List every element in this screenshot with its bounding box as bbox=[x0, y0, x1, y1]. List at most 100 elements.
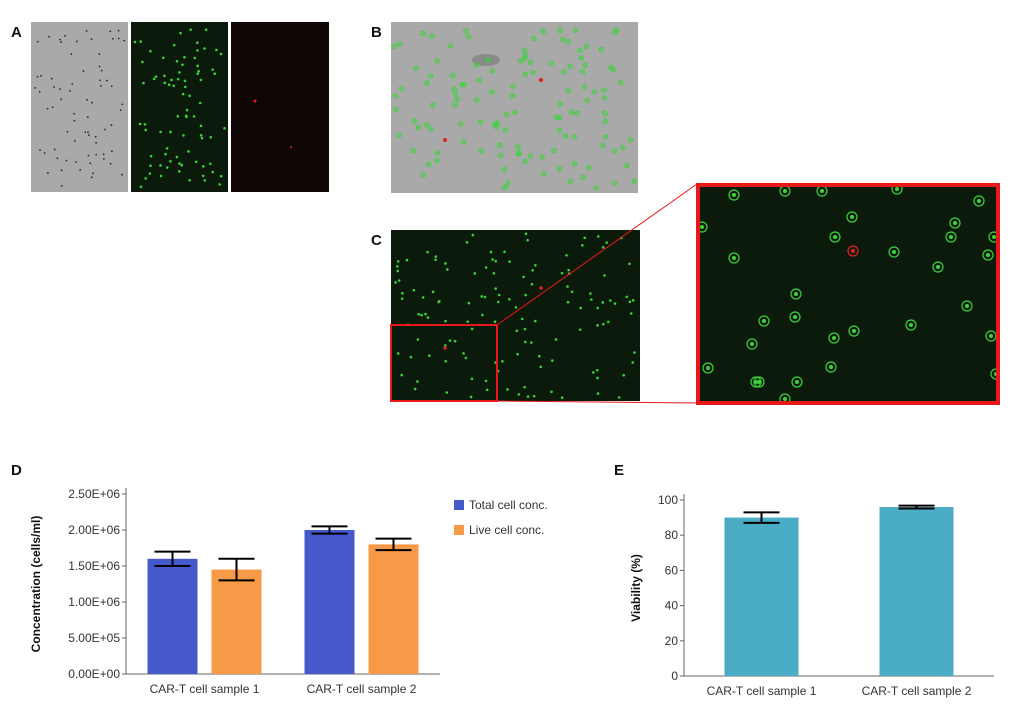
zoom-dead-cell-ring bbox=[847, 245, 859, 257]
cell-dot bbox=[533, 319, 537, 323]
y-axis-title: Concentration (cells/ml) bbox=[30, 516, 43, 653]
cell-dot bbox=[628, 300, 632, 304]
cell-dot bbox=[612, 69, 615, 71]
cell-dot bbox=[631, 178, 637, 184]
zoom-cell-core bbox=[783, 397, 787, 401]
cell-dot bbox=[508, 298, 511, 301]
cell-dot bbox=[557, 27, 563, 34]
cell-dot bbox=[219, 174, 223, 178]
cell-dot bbox=[565, 253, 568, 257]
cell-dot bbox=[436, 60, 438, 62]
cell-dot bbox=[469, 395, 473, 399]
cell-dot bbox=[524, 57, 526, 60]
cell-dot bbox=[570, 111, 573, 114]
cell-dot bbox=[514, 306, 518, 309]
zoom-cell-ring bbox=[825, 361, 837, 373]
cell-dot bbox=[456, 98, 459, 100]
cell-dot bbox=[572, 27, 579, 33]
cell-dot bbox=[405, 258, 409, 262]
cell-dot bbox=[558, 129, 561, 132]
legend-swatch bbox=[454, 525, 464, 535]
cell-dot bbox=[422, 32, 424, 35]
cell-dot bbox=[484, 266, 488, 269]
cell-dot bbox=[183, 79, 187, 83]
cell-dot bbox=[602, 322, 605, 326]
cell-dot bbox=[567, 63, 573, 70]
cell-dot bbox=[538, 354, 541, 358]
cell-dot bbox=[562, 133, 569, 139]
cell-dot bbox=[85, 30, 88, 32]
y-tick-label: 2.00E+06 bbox=[68, 523, 120, 537]
legend-label: Total cell conc. bbox=[469, 498, 548, 512]
cell-dot bbox=[102, 157, 105, 160]
cell-dot bbox=[163, 74, 166, 78]
cell-dot bbox=[506, 182, 509, 184]
cell-dot bbox=[496, 369, 500, 373]
cell-dot bbox=[578, 55, 585, 61]
zoom-cell-core bbox=[852, 329, 856, 333]
y-tick-label: 0 bbox=[671, 669, 678, 683]
cell-dot bbox=[193, 56, 197, 60]
cell-dot bbox=[531, 35, 537, 42]
cell-dot bbox=[596, 392, 600, 395]
cell-dot bbox=[34, 86, 36, 89]
cell-dot bbox=[526, 395, 530, 398]
cell-dot bbox=[523, 340, 527, 344]
cell-dot bbox=[571, 161, 578, 167]
cell-dot bbox=[613, 31, 616, 34]
bar bbox=[211, 569, 262, 674]
cell-dot bbox=[219, 52, 223, 56]
cell-dot bbox=[448, 339, 452, 342]
cell-dot bbox=[400, 297, 404, 300]
cell-dot bbox=[582, 176, 584, 179]
red-fluor-bg bbox=[231, 22, 329, 192]
cell-dot bbox=[569, 180, 571, 183]
cell-dot bbox=[532, 394, 536, 398]
cell-dot bbox=[398, 134, 400, 137]
cell-dot bbox=[169, 130, 172, 134]
cell-dot bbox=[51, 106, 54, 109]
cell-dot bbox=[476, 77, 482, 83]
cell-dot bbox=[562, 70, 565, 73]
cell-dot bbox=[496, 142, 503, 148]
cell-dot bbox=[165, 166, 169, 169]
cell-dot bbox=[39, 149, 41, 152]
cell-dot bbox=[464, 356, 468, 360]
cell-dot bbox=[73, 112, 76, 115]
cell-dot bbox=[397, 279, 401, 282]
cell-dot bbox=[413, 387, 417, 391]
cell-dot bbox=[608, 64, 614, 71]
cell-dot bbox=[71, 82, 74, 85]
zoom-cell-ring bbox=[846, 211, 858, 223]
cell-dot bbox=[601, 246, 605, 249]
cell-dot bbox=[522, 52, 528, 58]
cell-dot bbox=[470, 377, 474, 381]
cell-dot bbox=[453, 88, 456, 90]
cell-dot bbox=[493, 320, 497, 323]
cell-dot bbox=[557, 115, 563, 121]
cell-dot bbox=[611, 148, 618, 154]
cell-dot bbox=[631, 299, 635, 302]
cell-dot bbox=[478, 148, 484, 154]
cell-dot bbox=[626, 164, 628, 167]
cell-dot bbox=[566, 300, 570, 304]
cell-dot bbox=[570, 290, 574, 294]
zoom-cell-ring bbox=[746, 338, 758, 350]
zoom-cell-core bbox=[732, 256, 736, 260]
cell-dot bbox=[512, 109, 518, 116]
zoom-cell-core bbox=[754, 380, 758, 384]
cell-dot bbox=[512, 85, 514, 88]
cell-dot bbox=[413, 120, 416, 122]
cell-dot bbox=[92, 172, 95, 175]
cell-dot bbox=[91, 101, 94, 104]
cell-dot bbox=[603, 134, 609, 140]
cell-dot bbox=[162, 56, 165, 60]
cell-dot bbox=[133, 40, 137, 44]
cell-dot bbox=[110, 124, 113, 127]
cell-dot bbox=[532, 71, 535, 74]
cell-dot bbox=[172, 43, 176, 47]
cell-dot bbox=[425, 123, 428, 126]
cell-dot bbox=[601, 87, 607, 93]
cell-dot bbox=[540, 28, 546, 35]
cell-dot bbox=[436, 151, 439, 154]
